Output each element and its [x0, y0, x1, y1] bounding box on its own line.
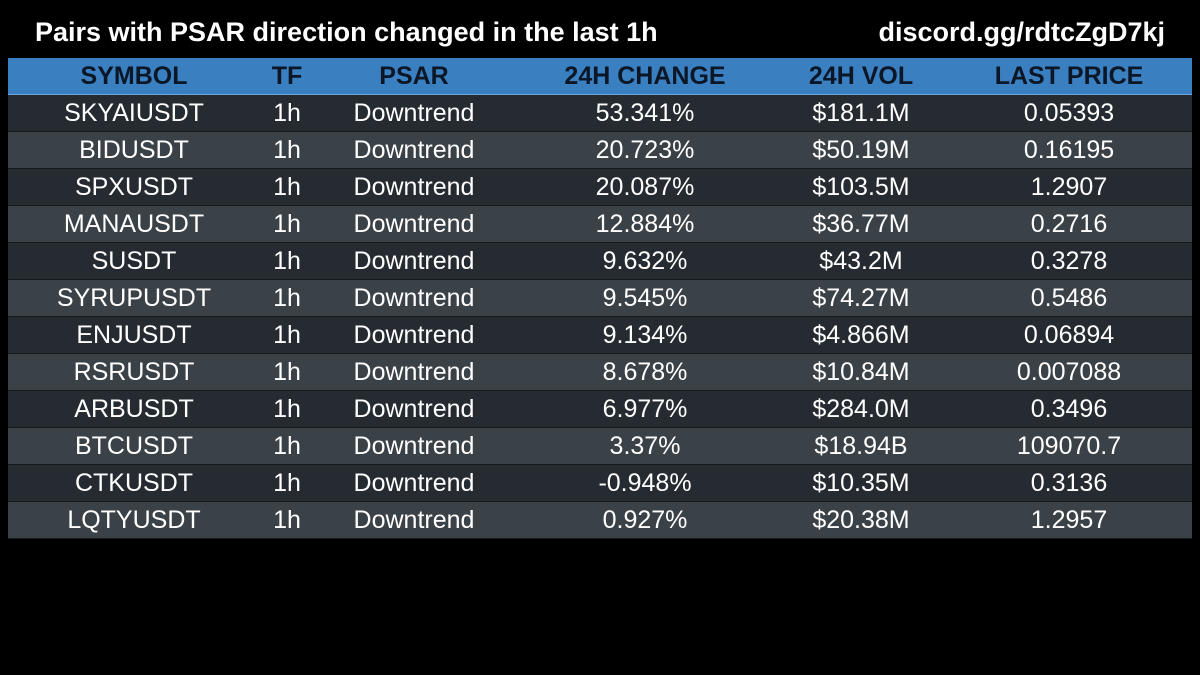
table-row: MANAUSDT 1h Downtrend 12.884% $36.77M 0.…: [8, 205, 1192, 243]
cell-24h-change: 9.632%: [514, 242, 776, 280]
cell-24h-change: 9.134%: [514, 316, 776, 354]
table-row: SUSDT 1h Downtrend 9.632% $43.2M 0.3278: [8, 242, 1192, 280]
header: Pairs with PSAR direction changed in the…: [0, 0, 1200, 58]
cell-last-price: 0.2716: [946, 205, 1192, 243]
cell-last-price: 0.16195: [946, 131, 1192, 169]
table-row: BIDUSDT 1h Downtrend 20.723% $50.19M 0.1…: [8, 131, 1192, 169]
cell-symbol: MANAUSDT: [8, 205, 260, 243]
cell-24h-change: 9.545%: [514, 279, 776, 317]
cell-psar: Downtrend: [314, 242, 514, 280]
cell-24h-change: 20.087%: [514, 168, 776, 206]
table-row: CTKUSDT 1h Downtrend -0.948% $10.35M 0.3…: [8, 464, 1192, 502]
cell-tf: 1h: [260, 353, 314, 391]
cell-tf: 1h: [260, 390, 314, 428]
table-row: ARBUSDT 1h Downtrend 6.977% $284.0M 0.34…: [8, 390, 1192, 428]
cell-symbol: ARBUSDT: [8, 390, 260, 428]
table-row: SPXUSDT 1h Downtrend 20.087% $103.5M 1.2…: [8, 168, 1192, 206]
cell-24h-vol: $284.0M: [776, 390, 946, 428]
cell-24h-vol: $36.77M: [776, 205, 946, 243]
cell-tf: 1h: [260, 205, 314, 243]
cell-24h-vol: $103.5M: [776, 168, 946, 206]
cell-tf: 1h: [260, 168, 314, 206]
page-title: Pairs with PSAR direction changed in the…: [35, 17, 658, 47]
cell-psar: Downtrend: [314, 131, 514, 169]
cell-symbol: SKYAIUSDT: [8, 94, 260, 132]
cell-tf: 1h: [260, 94, 314, 132]
cell-24h-vol: $43.2M: [776, 242, 946, 280]
cell-tf: 1h: [260, 279, 314, 317]
cell-24h-change: -0.948%: [514, 464, 776, 502]
cell-24h-change: 53.341%: [514, 94, 776, 132]
cell-symbol: BTCUSDT: [8, 427, 260, 465]
cell-24h-vol: $20.38M: [776, 501, 946, 539]
cell-psar: Downtrend: [314, 279, 514, 317]
table-row: RSRUSDT 1h Downtrend 8.678% $10.84M 0.00…: [8, 353, 1192, 391]
cell-24h-vol: $4.866M: [776, 316, 946, 354]
cell-symbol: RSRUSDT: [8, 353, 260, 391]
table-row: BTCUSDT 1h Downtrend 3.37% $18.94B 10907…: [8, 427, 1192, 465]
cell-symbol: SYRUPUSDT: [8, 279, 260, 317]
column-header-symbol[interactable]: SYMBOL: [8, 58, 260, 95]
cell-last-price: 0.5486: [946, 279, 1192, 317]
cell-tf: 1h: [260, 427, 314, 465]
cell-24h-change: 3.37%: [514, 427, 776, 465]
cell-tf: 1h: [260, 464, 314, 502]
cell-psar: Downtrend: [314, 168, 514, 206]
cell-psar: Downtrend: [314, 427, 514, 465]
table-header-row: SYMBOL TF PSAR 24H CHANGE 24H VOL LAST P…: [8, 58, 1192, 95]
cell-24h-vol: $181.1M: [776, 94, 946, 132]
cell-psar: Downtrend: [314, 464, 514, 502]
table-row: LQTYUSDT 1h Downtrend 0.927% $20.38M 1.2…: [8, 501, 1192, 539]
cell-24h-change: 8.678%: [514, 353, 776, 391]
cell-psar: Downtrend: [314, 205, 514, 243]
cell-last-price: 0.3496: [946, 390, 1192, 428]
discord-link[interactable]: discord.gg/rdtcZgD7kj: [878, 17, 1165, 47]
column-header-psar[interactable]: PSAR: [314, 58, 514, 95]
cell-24h-change: 6.977%: [514, 390, 776, 428]
cell-psar: Downtrend: [314, 390, 514, 428]
cell-symbol: SUSDT: [8, 242, 260, 280]
cell-psar: Downtrend: [314, 353, 514, 391]
column-header-last-price[interactable]: LAST PRICE: [946, 58, 1192, 95]
table-row: SYRUPUSDT 1h Downtrend 9.545% $74.27M 0.…: [8, 279, 1192, 317]
column-header-tf[interactable]: TF: [260, 58, 314, 95]
cell-24h-vol: $18.94B: [776, 427, 946, 465]
table-row: SKYAIUSDT 1h Downtrend 53.341% $181.1M 0…: [8, 94, 1192, 132]
cell-tf: 1h: [260, 316, 314, 354]
cell-tf: 1h: [260, 501, 314, 539]
column-header-24h-change[interactable]: 24H CHANGE: [514, 58, 776, 95]
cell-symbol: LQTYUSDT: [8, 501, 260, 539]
column-header-24h-vol[interactable]: 24H VOL: [776, 58, 946, 95]
cell-last-price: 0.3278: [946, 242, 1192, 280]
cell-24h-vol: $50.19M: [776, 131, 946, 169]
cell-last-price: 109070.7: [946, 427, 1192, 465]
cell-24h-change: 12.884%: [514, 205, 776, 243]
psar-table: SYMBOL TF PSAR 24H CHANGE 24H VOL LAST P…: [8, 58, 1192, 539]
cell-symbol: BIDUSDT: [8, 131, 260, 169]
cell-24h-vol: $10.35M: [776, 464, 946, 502]
cell-last-price: 1.2907: [946, 168, 1192, 206]
cell-last-price: 0.06894: [946, 316, 1192, 354]
cell-psar: Downtrend: [314, 94, 514, 132]
cell-psar: Downtrend: [314, 501, 514, 539]
cell-24h-change: 0.927%: [514, 501, 776, 539]
cell-tf: 1h: [260, 242, 314, 280]
cell-last-price: 0.05393: [946, 94, 1192, 132]
cell-24h-vol: $74.27M: [776, 279, 946, 317]
cell-psar: Downtrend: [314, 316, 514, 354]
cell-last-price: 1.2957: [946, 501, 1192, 539]
cell-24h-vol: $10.84M: [776, 353, 946, 391]
cell-symbol: CTKUSDT: [8, 464, 260, 502]
table-row: ENJUSDT 1h Downtrend 9.134% $4.866M 0.06…: [8, 316, 1192, 354]
cell-last-price: 0.3136: [946, 464, 1192, 502]
cell-tf: 1h: [260, 131, 314, 169]
cell-last-price: 0.007088: [946, 353, 1192, 391]
cell-symbol: SPXUSDT: [8, 168, 260, 206]
cell-24h-change: 20.723%: [514, 131, 776, 169]
cell-symbol: ENJUSDT: [8, 316, 260, 354]
